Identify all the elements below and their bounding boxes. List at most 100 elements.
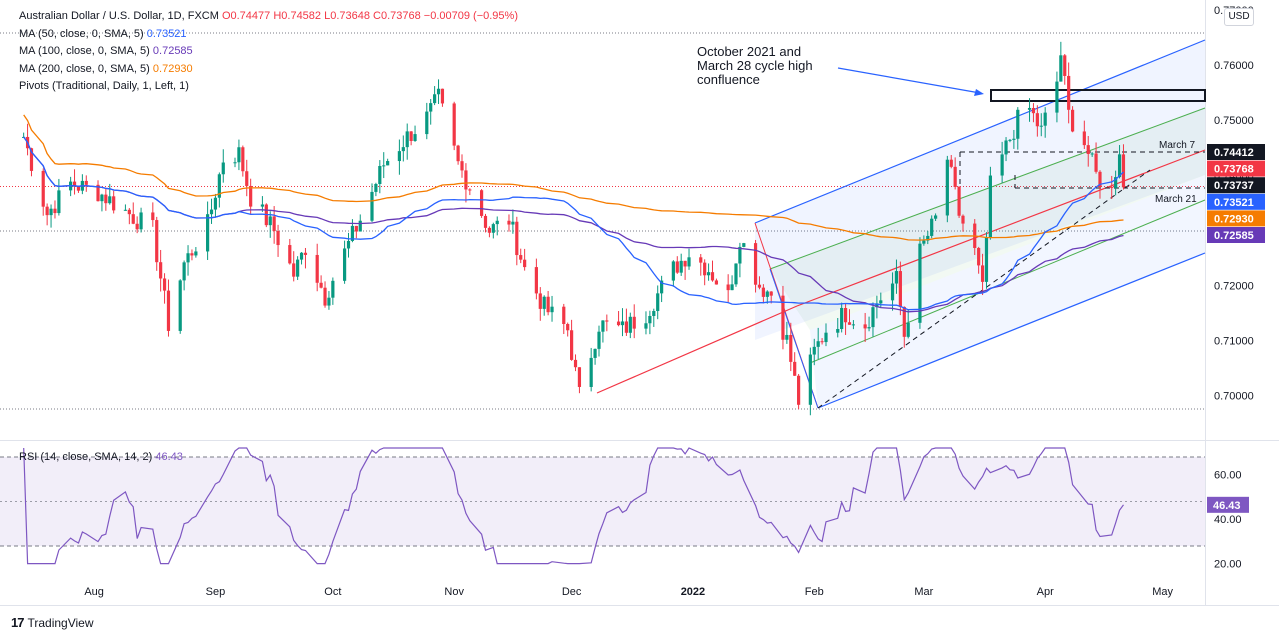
candle: [1121, 144, 1126, 190]
candle: [902, 306, 906, 348]
pitchfork-lower-line: [817, 252, 1206, 409]
candle: [249, 178, 253, 214]
candle: [1000, 141, 1004, 183]
candle: [734, 263, 738, 287]
candle: [452, 101, 456, 151]
candle: [1035, 105, 1039, 137]
candle: [523, 248, 527, 271]
symbol-row[interactable]: Australian Dollar / U.S. Dollar, 1D, FXC…: [19, 8, 518, 26]
candle: [953, 157, 957, 190]
price-tag: 0.72930: [1207, 210, 1265, 227]
candle: [433, 86, 437, 106]
candle: [41, 168, 45, 216]
candle: [656, 285, 660, 320]
candle: [534, 258, 538, 300]
indicator-ma200[interactable]: MA (200, close, 0, SMA, 5) 0.72930: [19, 61, 518, 79]
candle: [781, 285, 785, 350]
candle: [1016, 107, 1020, 150]
pitchfork-upper-line: [754, 39, 1206, 224]
annotation-arrow: [837, 67, 984, 96]
candle: [1031, 103, 1036, 123]
indicator-value: 0.72585: [152, 45, 193, 57]
candle: [577, 367, 582, 394]
indicator-ma50[interactable]: MA (50, close, 0, SMA, 5) 0.73521: [19, 26, 518, 44]
candle: [652, 308, 656, 327]
candle: [1008, 138, 1012, 143]
ma50-line: [23, 136, 1124, 311]
candle: [346, 232, 351, 258]
candle: [468, 188, 472, 196]
candle: [401, 135, 405, 162]
candle: [487, 226, 492, 238]
candle: [922, 235, 926, 246]
candle: [660, 275, 664, 303]
price-tag: 0.72585: [1207, 227, 1265, 243]
candle: [213, 193, 218, 218]
candle: [761, 284, 765, 304]
indicator-ma100[interactable]: MA (100, close, 0, SMA, 5) 0.72585: [19, 43, 518, 61]
footer-brand[interactable]: 17 TradingView: [11, 615, 94, 630]
rsi-axis[interactable]: 20.00 40.00 60.00 46.43: [1207, 470, 1249, 571]
candle: [456, 144, 460, 165]
rsi-tick-label: 40.00: [1214, 514, 1242, 526]
moving-averages: [23, 114, 1124, 313]
candle: [25, 123, 30, 156]
candle: [570, 319, 574, 361]
time-axis[interactable]: Aug Sep Oct Nov Dec 2022 Feb Mar Apr May: [84, 586, 1173, 598]
candle: [127, 208, 131, 225]
candle: [957, 186, 961, 218]
candle: [507, 214, 511, 232]
candle: [589, 347, 593, 392]
candle: [753, 239, 758, 293]
candle: [648, 310, 652, 335]
candle: [303, 247, 308, 269]
rsi-legend[interactable]: RSI (14, close, SMA, 14, 2) 46.43: [19, 451, 183, 463]
candle: [100, 193, 104, 212]
candle: [1043, 107, 1047, 138]
price-tick-label: 0.71000: [1214, 336, 1254, 348]
indicator-pivots[interactable]: Pivots (Traditional, Daily, 1, Left, 1): [19, 78, 518, 96]
candle: [890, 272, 895, 311]
candle: [190, 249, 194, 261]
candle: [538, 287, 542, 321]
candle: [397, 139, 401, 175]
candle: [342, 240, 347, 284]
price-tag: 0.74412: [1207, 144, 1265, 160]
svg-text:0.73768: 0.73768: [1214, 164, 1254, 176]
candle: [299, 252, 304, 265]
candle: [675, 256, 679, 274]
candle: [793, 352, 797, 376]
candle: [808, 347, 812, 416]
candle: [217, 172, 221, 208]
candle: [812, 338, 816, 366]
range-lines: [959, 151, 1205, 189]
time-tick-label: Nov: [444, 586, 464, 598]
candle: [824, 323, 828, 347]
candle: [977, 246, 981, 274]
candle: [961, 214, 965, 232]
ohlc-values: O0.74477 H0.74582 L0.73648 C0.73768: [221, 10, 421, 22]
candle: [155, 216, 159, 271]
annotation-text: October 2021 and March 28 cycle high con…: [697, 44, 813, 87]
candle: [209, 198, 214, 224]
candle: [57, 178, 61, 216]
candle: [245, 159, 249, 197]
candle: [135, 216, 139, 234]
rsi-tick-label: 60.00: [1214, 470, 1242, 482]
candle: [491, 222, 495, 239]
currency-badge[interactable]: USD: [1224, 8, 1254, 26]
candle: [988, 166, 992, 240]
candle: [159, 249, 163, 292]
candle: [785, 321, 789, 344]
candle: [632, 304, 636, 339]
candle: [820, 338, 824, 345]
candle: [605, 314, 609, 332]
time-tick-label: Dec: [562, 586, 582, 598]
candle: [139, 207, 143, 233]
candle: [276, 224, 280, 257]
candle: [1090, 152, 1094, 157]
candle: [1055, 71, 1059, 123]
indicator-value: 0.72930: [152, 62, 193, 75]
time-tick-label: 2022: [681, 586, 705, 598]
